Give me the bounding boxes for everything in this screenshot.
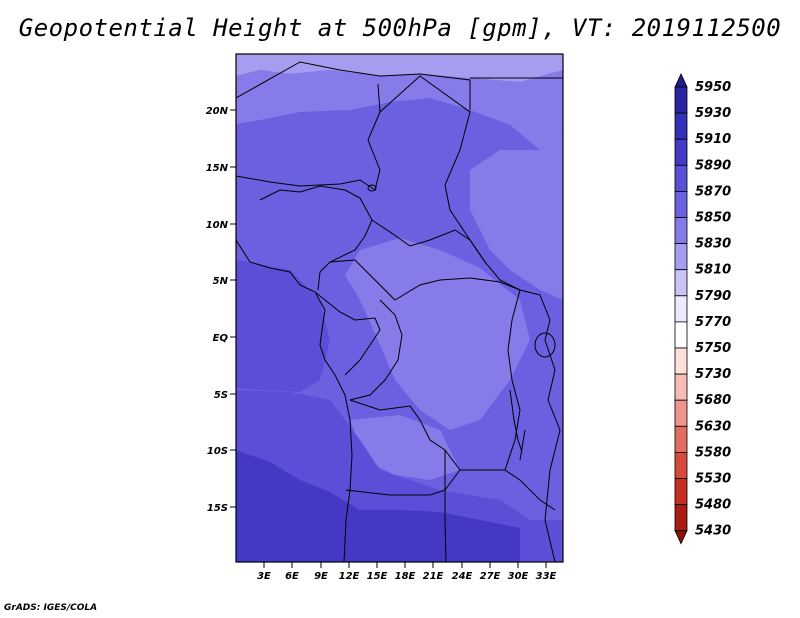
border-sahara-north: [236, 61, 471, 110]
lat-tick-label: 15N: [206, 163, 229, 174]
colorbar-swatch: [674, 478, 688, 506]
colorbar-swatch: [674, 504, 688, 532]
border-niger-chad: [236, 83, 381, 191]
field-band-light-center: [345, 238, 530, 430]
border-drc-west: [349, 299, 403, 401]
map-frame: [235, 53, 564, 563]
colorbar-swatch: [674, 373, 688, 401]
lake-victoria: [534, 332, 556, 358]
border-congo-north: [329, 259, 521, 301]
colorbar-swatch: [674, 243, 688, 271]
field-band-dark-west: [236, 260, 330, 392]
lon-tick-label: 12E: [339, 571, 360, 582]
colorbar-legend: 5950 5930 5910 5890 5870 5850 5830 5810 5790 5770…: [674, 73, 731, 545]
lon-tick-label: 3E: [257, 571, 271, 582]
colorbar-swatch: [674, 295, 688, 323]
colorbar-level-label: 5430: [695, 524, 731, 539]
lon-tick-label: 27E: [480, 571, 501, 582]
colorbar-level-label: 5630: [695, 419, 731, 434]
lon-tick-label: 24E: [452, 571, 473, 582]
lon-tick-label: 33E: [536, 571, 557, 582]
lat-tick-label: 20N: [206, 106, 229, 117]
field-band-pale: [236, 54, 563, 82]
lake-chad: [367, 184, 377, 192]
lat-tick-label: EQ: [213, 333, 229, 344]
border-gabon: [314, 291, 381, 376]
lat-tick-label: 5S: [214, 390, 228, 401]
border-car: [371, 219, 541, 296]
lake-malawi: [519, 429, 526, 461]
colorbar-swatch: [674, 164, 688, 192]
lon-axis: 3E 6E 9E 12E 15E 18E 21E 24E 27E 30E 33E: [257, 562, 557, 582]
coastline-west: [236, 239, 353, 562]
country-borders: [236, 61, 563, 562]
lon-tick-label: 30E: [508, 571, 529, 582]
colorbar-level-label: 5810: [695, 263, 731, 278]
colorbar-swatch: [674, 347, 688, 375]
field-band-light-south: [350, 415, 460, 480]
colorbar-level-label: 5850: [695, 211, 731, 226]
colorbar-level-label: 5680: [695, 393, 731, 408]
grads-credit: GrADS: IGES/COLA: [4, 603, 98, 613]
border-south: [345, 469, 556, 511]
lake-tanganyika: [509, 389, 523, 453]
lat-tick-label: 5N: [213, 276, 229, 287]
lon-tick-label: 6E: [285, 571, 299, 582]
colorbar-swatch: [674, 269, 688, 297]
border-nigeria: [259, 185, 373, 291]
colorbar-swatch: [674, 190, 688, 218]
lat-tick-label: 10N: [206, 220, 229, 231]
colorbar-level-label: 5580: [695, 445, 731, 460]
colorbar-swatch: [674, 138, 688, 166]
colorbar-level-label: 5750: [695, 341, 731, 356]
colorbar-arrow-bottom: [674, 530, 688, 545]
colorbar-swatch: [674, 86, 688, 114]
lakes: [367, 184, 556, 461]
colorbar-swatch: [674, 451, 688, 479]
colorbar-level-label: 5480: [695, 498, 731, 513]
colorbar-swatch: [674, 217, 688, 245]
lat-tick-label: 15S: [207, 503, 228, 514]
field-band-light-north: [236, 70, 563, 150]
colorbar-swatch: [674, 321, 688, 349]
lon-tick-label: 21E: [423, 571, 444, 582]
colorbar-level-label: 5830: [695, 237, 731, 252]
height-field: [236, 54, 563, 562]
field-band-darkest-southwest: [236, 450, 520, 562]
colorbar-swatch: [674, 399, 688, 427]
border-chad-sudan: [379, 75, 486, 263]
border-east-lakes: [539, 294, 561, 562]
colorbar-arrow-top: [674, 73, 688, 88]
colorbar-level-label: 5870: [695, 184, 731, 199]
colorbar-level-label: 5790: [695, 289, 731, 304]
field-band-light-east: [470, 130, 563, 300]
colorbar-swatch: [674, 425, 688, 453]
lon-tick-label: 18E: [395, 571, 416, 582]
colorbar-level-label: 5930: [695, 106, 731, 121]
border-drc-east: [504, 289, 521, 471]
colorbar-level-label: 5890: [695, 158, 731, 173]
lon-tick-label: 15E: [367, 571, 388, 582]
lat-tick-label: 10S: [207, 446, 228, 457]
colorbar-level-label: 5770: [695, 315, 731, 330]
map-title: Geopotential Height at 500hPa [gpm], VT:…: [18, 14, 782, 42]
colorbar-level-label: 5730: [695, 367, 731, 382]
lon-tick-label: 9E: [314, 571, 328, 582]
colorbar-level-label: 5530: [695, 472, 731, 487]
lat-axis: 20N 15N 10N 5N EQ 5S 10S 15S: [206, 106, 236, 514]
colorbar-swatch: [674, 112, 688, 140]
border-zambia: [444, 450, 447, 562]
colorbar-level-label: 5950: [695, 80, 731, 95]
colorbar-level-label: 5910: [695, 132, 731, 147]
